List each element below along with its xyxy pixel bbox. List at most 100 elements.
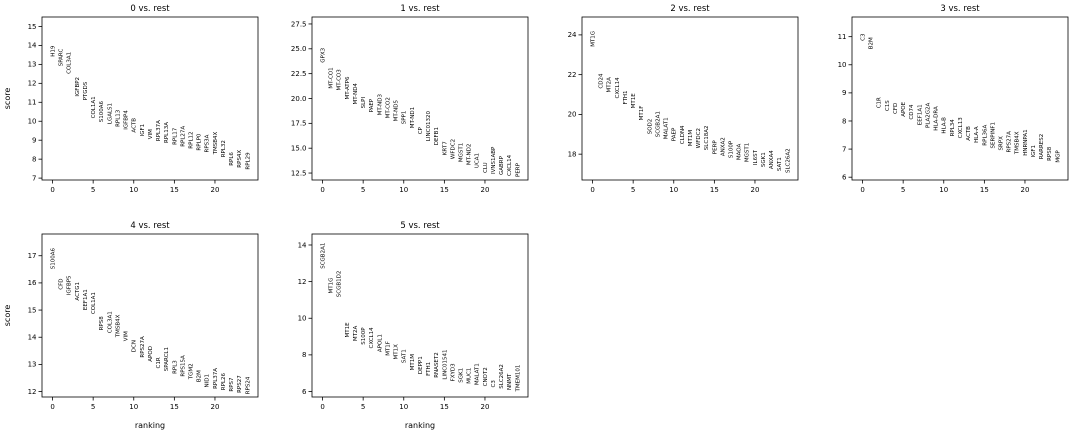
gene-label: ANXA2 <box>720 137 726 156</box>
x-tick-label: 20 <box>211 186 220 194</box>
gene-label: CLDN4 <box>680 125 686 144</box>
y-tick-label: 9 <box>32 136 36 144</box>
x-axis-label: ranking <box>405 421 435 430</box>
gene-label: MT-ND2 <box>467 144 473 165</box>
y-tick-label: 22.5 <box>291 70 307 78</box>
y-tick-label: 14 <box>28 334 37 342</box>
y-tick-label: 8 <box>32 155 36 163</box>
gene-label: SCGB2A1 <box>321 243 327 269</box>
gene-label: SPARCL1 <box>164 347 170 371</box>
y-tick-label: 12 <box>28 388 37 396</box>
y-tick-label: 15 <box>28 306 37 314</box>
gene-label: RPL26 <box>221 372 227 390</box>
panel-1-vs-rest: 1 vs. rest 12.5 15.0 17.5 20.0 22.5 25.0 27.5 0 5… <box>291 4 529 194</box>
gene-label: WFDC2 <box>696 128 702 148</box>
gene-label: RPL6 <box>229 152 235 166</box>
gene-label: S100A6 <box>51 248 57 270</box>
panel-title: 5 vs. rest <box>400 221 440 231</box>
gene-label: FXYD3 <box>450 363 456 382</box>
gene-label: SLC18A2 <box>704 126 710 151</box>
x-tick-label: 20 <box>481 403 490 411</box>
gene-label: TGM2 <box>189 363 195 380</box>
gene-label: DEFB1 <box>434 127 440 145</box>
y-tick-label: 8 <box>842 117 846 125</box>
gene-label: CP <box>418 126 424 134</box>
gene-label: RPL27A <box>180 126 186 147</box>
y-tick-label: 14 <box>298 241 307 249</box>
x-tick-label: 0 <box>320 186 324 194</box>
x-tick-label: 10 <box>129 403 138 411</box>
gene-label: SGK1 <box>459 368 465 383</box>
gene-label: MALAT1 <box>664 117 670 139</box>
gene-label: CNOT2 <box>483 367 489 386</box>
y-tick-label: 13 <box>28 361 37 369</box>
gene-label: LINC01320 <box>426 111 432 142</box>
gene-label: SAT1 <box>402 349 408 363</box>
gene-label: IVNS1ABP <box>491 146 497 174</box>
gene-label: MT1M <box>410 354 416 371</box>
gene-label: RPS8 <box>99 316 105 331</box>
gene-label: LINC01541 <box>442 349 448 379</box>
gene-label: RPL17 <box>172 127 178 145</box>
x-tick-label: 10 <box>399 403 408 411</box>
y-tick-label: 8 <box>302 351 306 359</box>
gene-label: C3 <box>861 33 867 41</box>
x-tick-label: 0 <box>590 186 594 194</box>
gene-label: SLPI <box>361 97 367 109</box>
x-axis-label: ranking <box>135 421 165 430</box>
y-tick-label: 10 <box>28 118 37 126</box>
y-tick-label: 10 <box>298 315 307 323</box>
gene-label: MT1E <box>345 322 351 338</box>
x-tick-label: 5 <box>361 403 365 411</box>
gene-label: SLC26A2 <box>785 148 791 173</box>
y-tick-label: 12 <box>28 80 37 88</box>
gene-label: MT1G <box>329 278 335 294</box>
gene-label: RNASET2 <box>434 352 440 378</box>
gene-label: RPLP0 <box>197 133 203 151</box>
gene-label: APOD <box>148 346 154 362</box>
y-axis-label: score <box>3 305 12 327</box>
x-tick-label: 15 <box>170 403 179 411</box>
gene-label: RARRES2 <box>1039 134 1045 159</box>
gene-label: RPL37A <box>156 120 162 141</box>
gene-label: RPL29 <box>245 152 251 170</box>
gene-label: GPX3 <box>321 47 327 62</box>
gene-label: RPL32 <box>221 140 227 157</box>
gene-label: MT1X <box>394 344 400 360</box>
gene-label: TMSB4X <box>1015 131 1021 155</box>
gene-label: MT1E <box>631 93 637 109</box>
y-axis-label: score <box>3 88 12 110</box>
panel-title: 0 vs. rest <box>130 4 170 14</box>
gene-label: EEF1A1 <box>83 289 89 310</box>
gene-label: RPL12 <box>189 131 195 148</box>
gene-label: COL1A1 <box>91 292 97 314</box>
x-tick-label: 0 <box>50 403 54 411</box>
gene-label: NNMT <box>507 373 513 390</box>
gene-label: RPS3A <box>205 134 211 152</box>
gene-label: VIM <box>124 331 130 341</box>
gene-label: PAEP <box>672 127 678 141</box>
gene-label: IGF1 <box>1031 145 1037 158</box>
x-tick-label: 5 <box>631 186 635 194</box>
gene-label: HNRNPA1 <box>1023 129 1029 155</box>
gene-label: MT1F <box>385 341 391 356</box>
gene-label: MGST1 <box>745 143 751 162</box>
gene-label: SGK1 <box>761 152 767 167</box>
x-tick-label: 15 <box>980 186 989 194</box>
gene-label: APOL1 <box>377 334 383 352</box>
gene-label: EEF1A1 <box>917 104 923 125</box>
gene-label: TMSB4X <box>115 314 121 338</box>
gene-label: RPS24 <box>245 376 251 394</box>
panel-0-vs-rest: 0 vs. rest 7 8 9 10 11 12 13 14 15 0 5 10 15 20 score H1… <box>3 4 259 194</box>
gene-label: NID1 <box>205 374 211 387</box>
gene-label: C1R <box>877 97 883 108</box>
x-tick-label: 5 <box>91 186 95 194</box>
panel-title: 3 vs. rest <box>940 4 980 14</box>
gene-label: MT-ND5 <box>394 99 400 121</box>
x-tick-label: 0 <box>50 186 54 194</box>
gene-label: IGFBP2 <box>75 77 81 97</box>
x-tick-label: 20 <box>481 186 490 194</box>
gene-label: DEPP1 <box>418 356 424 374</box>
x-tick-label: 5 <box>361 186 365 194</box>
